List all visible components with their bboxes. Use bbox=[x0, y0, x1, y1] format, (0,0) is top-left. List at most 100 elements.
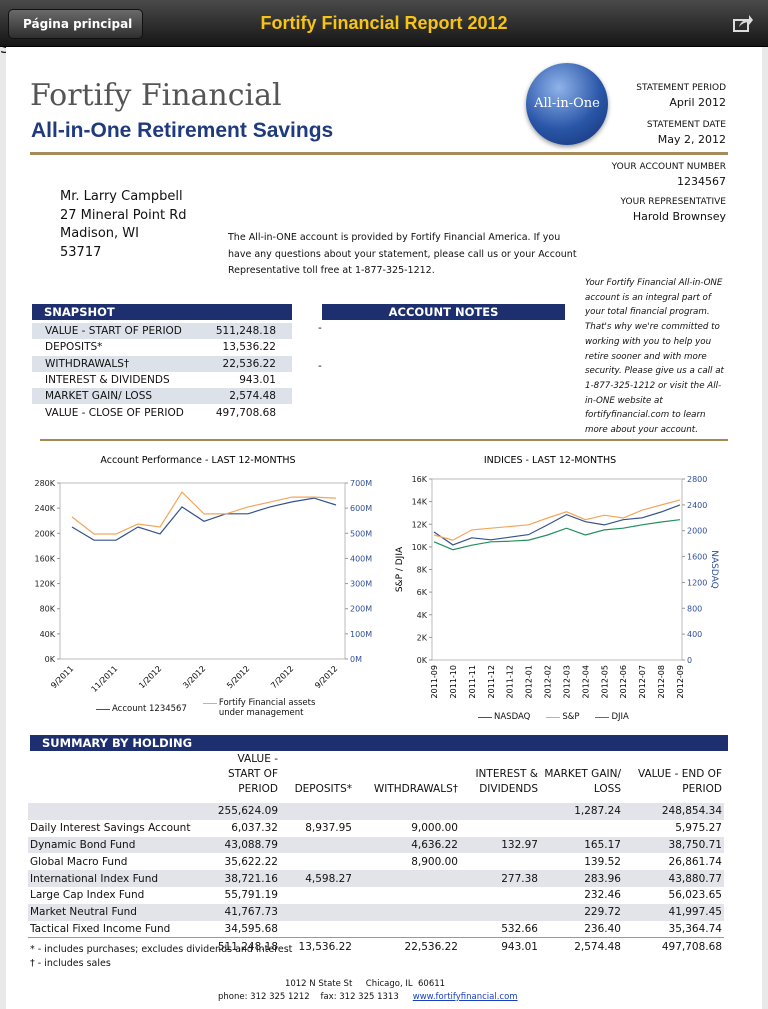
y-tick-label: 10K bbox=[412, 543, 428, 552]
account-label: YOUR ACCOUNT NUMBER bbox=[611, 162, 726, 172]
x-tick-label: 2012-08 bbox=[657, 665, 666, 698]
cell: 9,000.00 bbox=[411, 822, 458, 835]
cell: 4,636.22 bbox=[354, 836, 460, 854]
snapshot-row: VALUE - START OF PERIOD 511,248.18 bbox=[32, 323, 292, 340]
share-button[interactable] bbox=[732, 14, 754, 32]
y2-tick-label: 1200 bbox=[687, 578, 707, 587]
snapshot-value: 2,574.48 bbox=[229, 390, 276, 403]
back-button[interactable]: Página principal bbox=[8, 9, 144, 39]
x-tick-label: 9/2011 bbox=[49, 664, 75, 690]
period-label: STATEMENT PERIOD bbox=[636, 83, 726, 93]
divider bbox=[40, 439, 728, 441]
cell bbox=[540, 820, 623, 837]
cell: 35,622.22 bbox=[224, 855, 278, 868]
summary-title: SUMMARY BY HOLDING bbox=[30, 735, 728, 751]
cell: 34,595.68 bbox=[224, 922, 278, 935]
x-tick-label: 2012-09 bbox=[676, 665, 685, 698]
y2-tick-label: 2400 bbox=[687, 501, 707, 510]
series-line bbox=[433, 519, 681, 551]
snapshot-value: 511,248.18 bbox=[215, 325, 276, 337]
legend-label: NASDAQ bbox=[494, 712, 531, 722]
y2-tick-label: 200M bbox=[350, 605, 372, 614]
cell bbox=[28, 937, 198, 956]
legend-label: Account 1234567 bbox=[112, 704, 187, 714]
chart-title: INDICES - LAST 12-MONTHS bbox=[484, 455, 616, 466]
legend-item: S&P bbox=[546, 712, 579, 722]
y2-tick-label: 2000 bbox=[687, 527, 707, 536]
cell bbox=[280, 803, 354, 820]
address-line: 53717 bbox=[60, 244, 102, 260]
cell: 22,536.22 bbox=[354, 937, 460, 956]
snapshot-label: DEPOSITS* bbox=[45, 341, 103, 354]
cell: 38,750.71 bbox=[623, 836, 724, 854]
x-tick-label: 2012-07 bbox=[638, 665, 647, 698]
column-header: WITHDRAWALS† bbox=[373, 783, 458, 795]
legend-item: NASDAQ bbox=[478, 712, 530, 722]
cell bbox=[460, 853, 540, 870]
cell: 232.46 bbox=[584, 889, 621, 902]
cell bbox=[354, 870, 460, 887]
y-tick-label: 240K bbox=[34, 504, 55, 513]
address: Mr. Larry Campbell 27 Mineral Point Rd M… bbox=[60, 188, 187, 262]
cell bbox=[28, 803, 198, 820]
y-tick-label: 0K bbox=[45, 655, 56, 664]
cell: 35,364.74 bbox=[668, 922, 722, 935]
cell: 532.66 bbox=[501, 922, 538, 935]
cell: 8,900.00 bbox=[411, 855, 458, 868]
cell bbox=[280, 921, 354, 938]
y2-tick-label: 0M bbox=[350, 655, 362, 664]
table-row: International Index Fund 38,721.16 4,598.2… bbox=[28, 870, 724, 887]
cell: 41,767.73 bbox=[198, 903, 280, 921]
snapshot-value: 943.01 bbox=[239, 373, 276, 386]
cell: 1,287.24 bbox=[540, 803, 623, 820]
y2-tick-label: 400 bbox=[687, 630, 702, 639]
cell bbox=[280, 836, 354, 854]
cell: 43,880.77 bbox=[623, 870, 724, 887]
x-tick-label: 2011-12 bbox=[506, 665, 515, 698]
cell: International Index Fund bbox=[28, 870, 198, 887]
divider bbox=[30, 152, 728, 155]
y-tick-label: 6K bbox=[417, 588, 428, 597]
cell: 8,937.95 bbox=[305, 822, 352, 835]
legend-item: DJIA bbox=[595, 712, 629, 722]
y2-tick-label: 700M bbox=[350, 479, 372, 488]
footer-link[interactable]: www.fortifyfinancial.com bbox=[412, 992, 518, 1002]
x-tick-label: 11/2011 bbox=[90, 664, 120, 694]
y-tick-label: 40K bbox=[40, 630, 56, 639]
table-row: 255,624.09 1,287.24 248,854.34 bbox=[28, 803, 724, 820]
y-tick-label: 0K bbox=[417, 656, 428, 665]
cell bbox=[460, 887, 540, 904]
cell: 55,791.19 bbox=[224, 889, 278, 902]
x-tick-label: 2012-01 bbox=[525, 665, 534, 698]
y2-tick-label: 600M bbox=[350, 504, 372, 513]
legend: Account 1234567 Fortify Financial assets … bbox=[96, 698, 319, 718]
x-tick-label: 2012-03 bbox=[562, 665, 571, 698]
cell: 229.72 bbox=[540, 903, 623, 921]
chart-frame bbox=[59, 482, 346, 660]
snapshot-value: 22,536.22 bbox=[222, 357, 276, 370]
y-tick-label: 8K bbox=[417, 566, 428, 575]
y2-tick-label: 0 bbox=[687, 656, 692, 665]
cell bbox=[354, 921, 460, 938]
cell: 165.17 bbox=[540, 836, 623, 854]
header-row: VALUE - START OF PERIOD DEPOSITS* WITHDRAW… bbox=[28, 752, 724, 803]
cell: 13,536.22 bbox=[280, 937, 354, 956]
y-tick-label: 4K bbox=[417, 611, 428, 620]
y2-tick-label: 400M bbox=[350, 554, 372, 563]
y-tick-label: 200K bbox=[34, 529, 55, 538]
cell: 6,037.32 bbox=[231, 822, 278, 835]
note-dash: - bbox=[318, 322, 322, 334]
legend-label: S&P bbox=[562, 712, 580, 722]
address-line: 27 Mineral Point Rd bbox=[60, 207, 187, 223]
table-row: Dynamic Bond Fund 43,088.79 4,636.22 132.97… bbox=[28, 836, 724, 854]
footer-phone: phone: 312 325 1212 fax: 312 325 1313 bbox=[218, 992, 399, 1002]
snapshot-label: VALUE - CLOSE OF PERIOD bbox=[45, 406, 184, 419]
y-tick-label: 2K bbox=[417, 633, 428, 642]
notes-title: ACCOUNT NOTES bbox=[322, 304, 565, 320]
table-row: Tactical Fixed Income Fund 34,595.68 532.6… bbox=[28, 921, 724, 938]
legend-swatch bbox=[202, 703, 217, 704]
product-name: All-in-One Retirement Savings bbox=[31, 119, 334, 142]
cell: 236.40 bbox=[584, 922, 621, 935]
summary-table: VALUE - START OF PERIOD DEPOSITS* WITHDRAW… bbox=[28, 752, 724, 956]
